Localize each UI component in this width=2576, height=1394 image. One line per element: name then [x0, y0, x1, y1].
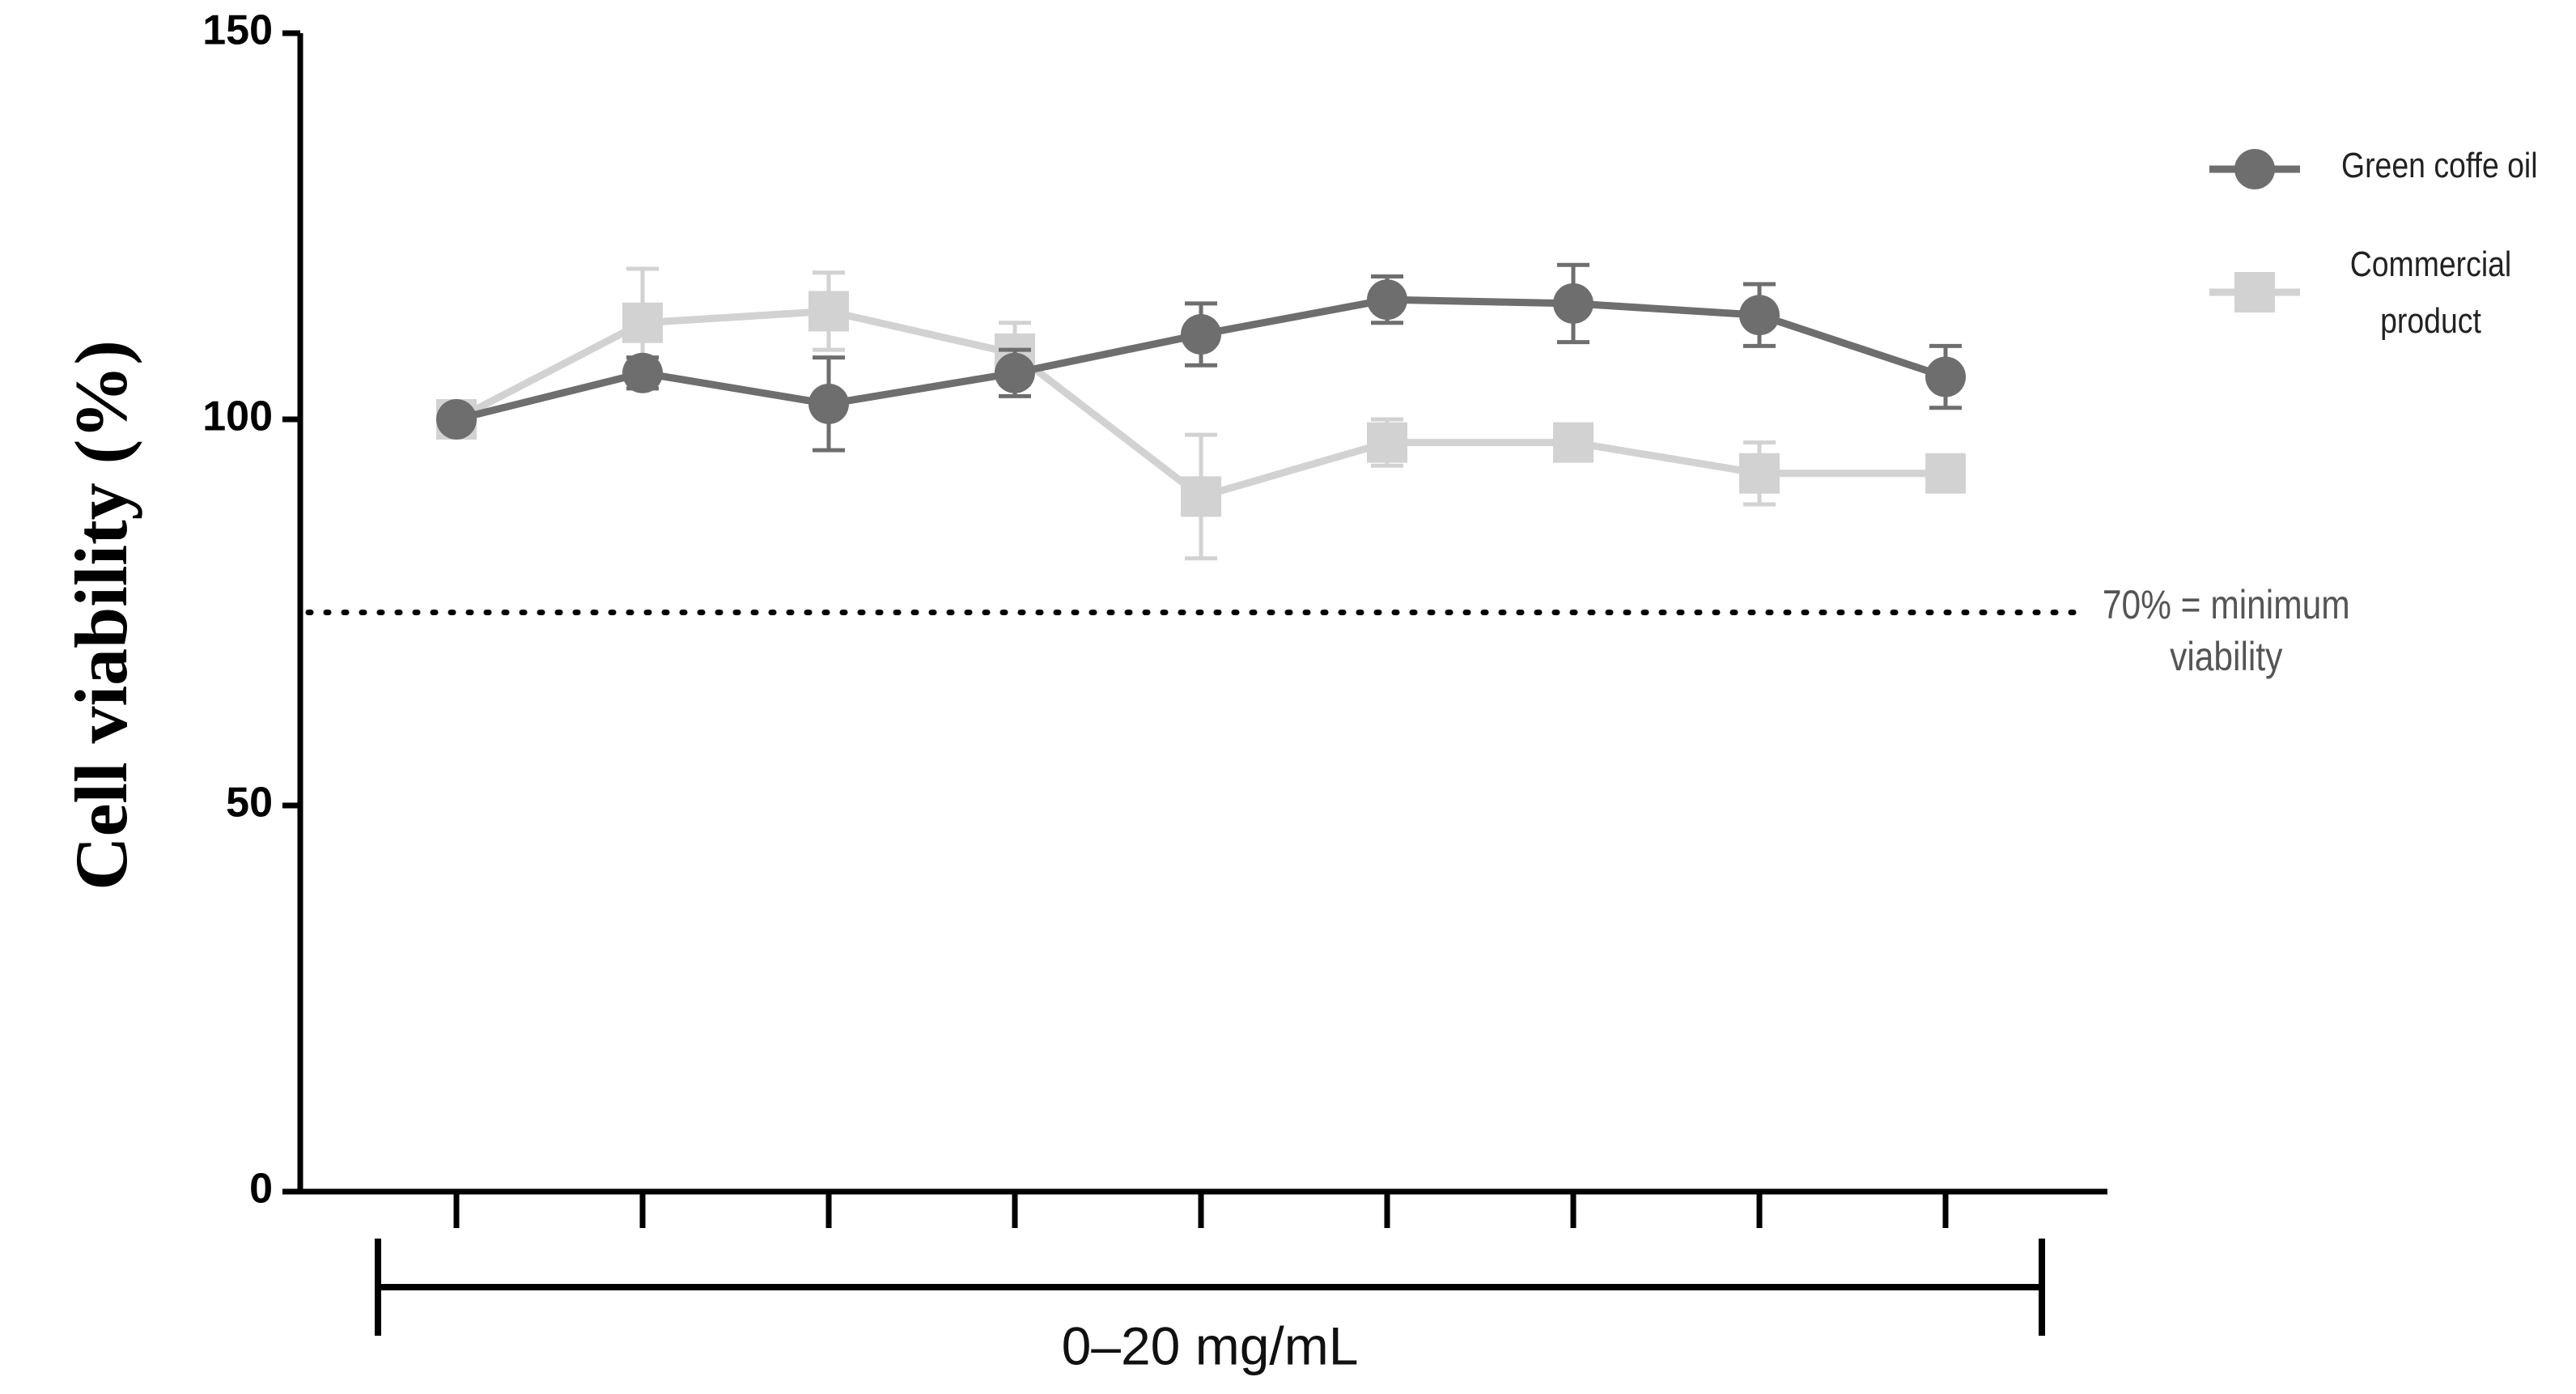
legend-marker	[2234, 149, 2275, 189]
data-point	[1181, 314, 1221, 355]
y-tick-label: 0	[249, 1166, 273, 1213]
data-point	[808, 383, 849, 424]
data-point	[1739, 453, 1780, 494]
data-point	[1181, 476, 1221, 517]
legend-label: Green coffe oil	[2341, 146, 2538, 185]
data-point	[1553, 422, 1594, 463]
y-tick-label: 100	[202, 393, 273, 440]
data-point	[1553, 283, 1594, 324]
legend-marker	[2234, 272, 2275, 312]
data-point	[1925, 356, 1966, 397]
data-point	[436, 399, 477, 440]
legend-label: Commercial product	[2349, 244, 2512, 341]
reference-label: 70% = minimum viability	[2102, 582, 2350, 679]
data-point	[995, 352, 1035, 393]
y-tick-label: 150	[202, 7, 273, 54]
data-point	[622, 352, 663, 393]
x-axis-label: 0–20 mg/mL	[1062, 1315, 1359, 1375]
data-point	[1739, 295, 1780, 336]
data-point	[622, 302, 663, 343]
data-point	[1367, 279, 1407, 321]
y-tick-label: 50	[226, 780, 273, 827]
y-axis-label: Cell viability (%)	[60, 340, 142, 890]
data-point	[808, 291, 849, 332]
data-point	[1367, 422, 1407, 463]
data-point	[1925, 453, 1966, 494]
